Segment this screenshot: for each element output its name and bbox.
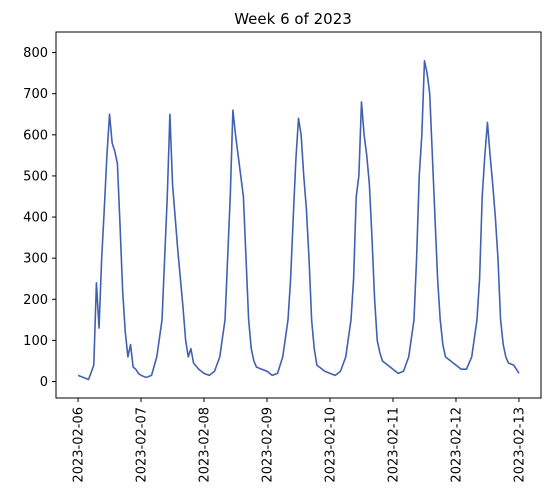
- series-line: [77, 59, 520, 381]
- plot-area: [77, 59, 520, 381]
- y-tick-label: 600: [23, 128, 48, 143]
- x-tick-label: 2023-02-10: [323, 407, 338, 483]
- y-tick-label: 800: [23, 46, 48, 61]
- x-tick-label: 2023-02-07: [135, 407, 150, 483]
- y-tick-label: 100: [23, 334, 48, 349]
- x-axis: 2023-02-06 2023-02-07 2023-02-08 2023-02-09…: [72, 398, 527, 483]
- x-tick-label: 2023-02-11: [386, 407, 401, 483]
- y-tick-label: 200: [23, 293, 48, 308]
- x-tick-label: 2023-02-08: [198, 407, 213, 483]
- x-tick-label: 2023-02-13: [512, 407, 527, 483]
- chart-title: Week 6 of 2023: [234, 10, 352, 28]
- x-tick-label: 2023-02-09: [261, 407, 276, 483]
- axes-frame: [55, 31, 542, 399]
- x-tick-label: 2023-02-12: [449, 407, 464, 483]
- y-tick-label: 700: [23, 87, 48, 102]
- y-tick-label: 300: [23, 252, 48, 267]
- y-tick-label: 400: [23, 211, 48, 226]
- y-tick-label: 0: [40, 375, 48, 390]
- y-axis: 0 100 200 300 400 500 600 700 800: [23, 46, 56, 390]
- x-tick-label: 2023-02-06: [72, 407, 87, 483]
- y-tick-label: 500: [23, 169, 48, 184]
